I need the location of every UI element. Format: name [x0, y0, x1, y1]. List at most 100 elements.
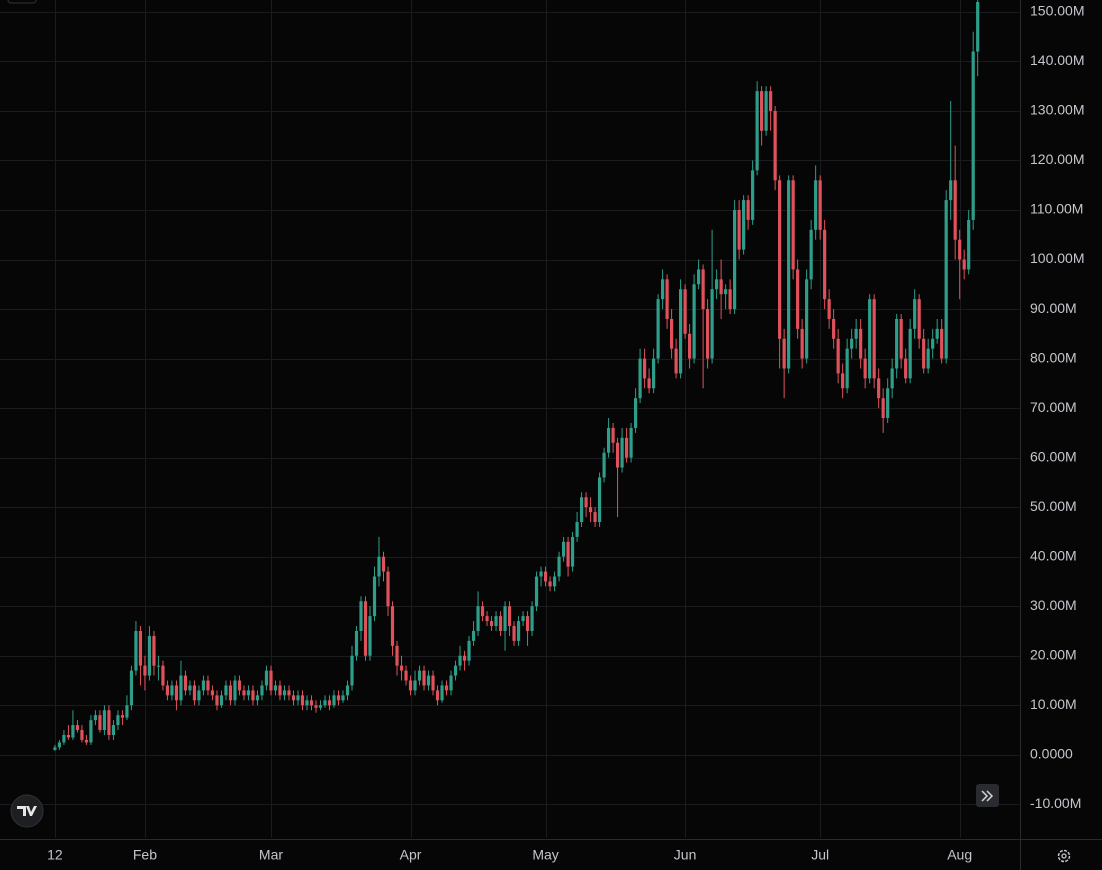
candle-body — [976, 1, 980, 52]
candle-body — [129, 670, 134, 706]
candle-body — [395, 645, 399, 666]
candle-body — [404, 670, 408, 681]
candle-body — [809, 229, 813, 280]
candle-body — [278, 685, 282, 696]
candle-body — [787, 180, 791, 369]
candle-body — [899, 318, 903, 359]
candle-body — [363, 601, 368, 656]
candle-body — [566, 541, 570, 567]
logo[interactable] — [10, 794, 44, 828]
y-tick-label: 100.00M — [1030, 250, 1084, 266]
candle-body — [305, 700, 309, 706]
candle-body — [179, 675, 183, 701]
candle-body — [606, 427, 611, 453]
candle-body — [206, 680, 210, 691]
candle-body — [624, 437, 629, 458]
candle-body — [255, 695, 260, 701]
candle-body — [953, 180, 957, 240]
candle-body — [494, 616, 498, 627]
candle-body — [152, 635, 156, 666]
candle-body — [291, 695, 296, 701]
candle-body — [908, 328, 912, 379]
y-tick-label: 70.00M — [1030, 399, 1077, 415]
candle-body — [75, 725, 80, 731]
candle-body — [760, 91, 764, 131]
candle-body — [237, 680, 242, 691]
candle-body — [84, 739, 89, 743]
candle-body — [525, 616, 530, 631]
candle-body — [386, 571, 390, 607]
candle-body — [660, 279, 665, 300]
candle-body — [615, 442, 620, 468]
candle-body — [872, 299, 876, 379]
candle-body — [219, 695, 224, 706]
y-tick-label: 50.00M — [1030, 498, 1077, 514]
candle-body — [228, 685, 233, 701]
candle-body — [134, 630, 138, 671]
candle-body — [516, 621, 521, 641]
candle-body — [782, 338, 786, 369]
x-tick-label: Aug — [947, 847, 972, 863]
y-tick-label: 30.00M — [1030, 597, 1077, 613]
candle-body — [521, 616, 525, 622]
scroll-to-latest-button[interactable] — [976, 784, 999, 807]
candle-body — [462, 655, 467, 661]
x-tick-label: Feb — [133, 847, 157, 863]
candle-body — [868, 299, 872, 379]
candle-body — [498, 616, 503, 631]
candle-body — [170, 685, 174, 696]
candle-body — [408, 680, 413, 691]
y-tick-label: 40.00M — [1030, 547, 1077, 563]
candle-body — [557, 556, 561, 577]
candle-body — [341, 695, 345, 701]
candle-body — [854, 328, 858, 339]
candle-body — [656, 299, 660, 359]
candle-body — [926, 348, 930, 369]
candle-body — [584, 497, 588, 508]
candle-body — [489, 621, 494, 627]
candle-body — [66, 734, 71, 738]
y-tick-label: 10.00M — [1030, 696, 1077, 712]
candle-body — [210, 690, 215, 696]
candle-body — [174, 685, 179, 701]
x-tick-label: 12 — [47, 847, 63, 863]
candle-body — [120, 715, 125, 718]
y-tick-label: 130.00M — [1030, 102, 1084, 118]
candle-body — [548, 581, 552, 587]
y-tick-label: 0.0000 — [1030, 745, 1073, 761]
x-tick-label: May — [532, 847, 558, 863]
candle-body — [575, 522, 579, 537]
candle-body — [264, 670, 269, 686]
candle-body — [440, 685, 444, 701]
candle-body — [318, 705, 323, 708]
candle-body — [611, 427, 615, 443]
candle-body — [453, 665, 458, 676]
candle-body — [827, 299, 831, 319]
toolbar-button[interactable] — [7, 0, 37, 4]
candle-body — [233, 680, 237, 701]
candle-body — [309, 700, 314, 706]
candle-body — [62, 734, 66, 743]
candle-body — [570, 536, 575, 567]
candle-body — [728, 289, 732, 310]
candle-body — [796, 269, 800, 329]
candle-body — [471, 630, 476, 641]
candle-body — [679, 289, 683, 374]
candle-body — [71, 725, 75, 738]
candle-body — [877, 378, 881, 399]
candle-body — [836, 338, 840, 374]
settings-button[interactable] — [1057, 849, 1071, 863]
candle-body — [449, 675, 453, 691]
candle-body — [503, 606, 507, 631]
y-tick-label: 80.00M — [1030, 349, 1077, 365]
candle-body — [597, 477, 602, 523]
candle-body — [165, 685, 170, 696]
candle-body — [602, 452, 606, 478]
candle-body — [800, 328, 804, 359]
candle-body — [390, 606, 395, 646]
axis-labels: -10.00M 0.0000 10.00M 20.00M 30.00M 40.00M 50.… — [47, 3, 1084, 863]
candle-body — [949, 180, 953, 201]
candle-body — [751, 170, 755, 220]
candle-body — [697, 269, 701, 285]
candle-body — [642, 358, 647, 379]
